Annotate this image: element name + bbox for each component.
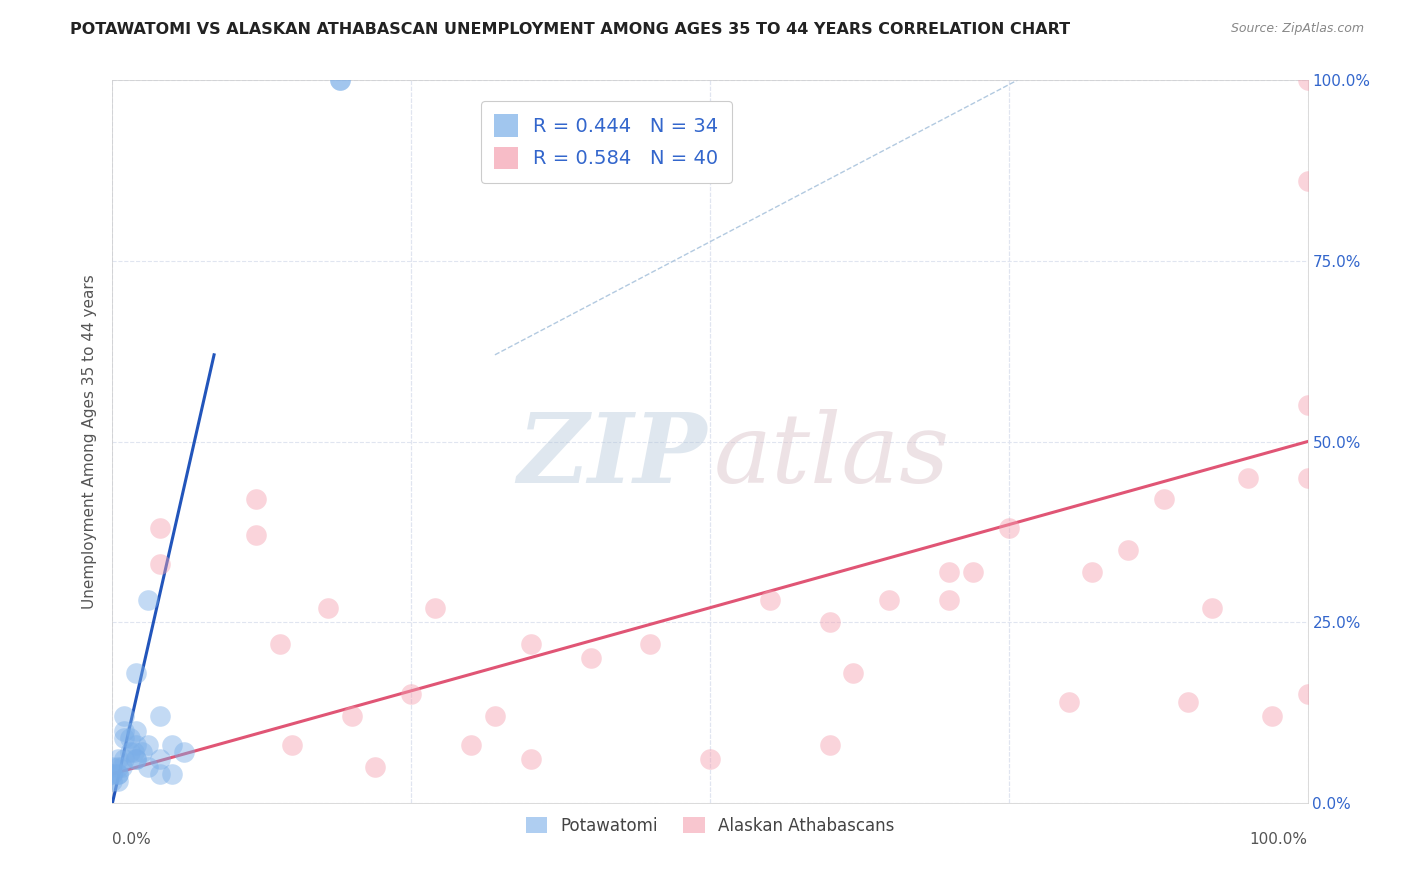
Text: ZIP: ZIP (517, 409, 706, 503)
Point (125, 665, 148, 680)
Point (579, 651, 602, 665)
Point (484, 709, 506, 723)
Point (138, 738, 160, 752)
Point (1261, 709, 1284, 723)
Point (1296, 470, 1319, 484)
Point (114, 731, 135, 745)
Point (879, 593, 901, 607)
Text: Source: ZipAtlas.com: Source: ZipAtlas.com (1230, 22, 1364, 36)
Point (520, 637, 543, 651)
Point (125, 752, 148, 766)
Point (281, 738, 304, 752)
Point (107, 760, 129, 774)
Point (138, 593, 160, 607)
Point (114, 752, 135, 766)
Point (1296, 687, 1319, 701)
Point (818, 738, 841, 752)
Point (699, 752, 721, 766)
Point (111, 760, 134, 774)
Point (520, 752, 543, 766)
Point (1081, 565, 1104, 579)
Point (842, 665, 865, 680)
Point (1237, 470, 1260, 484)
Point (269, 637, 291, 651)
Point (1057, 695, 1080, 709)
Point (107, 767, 129, 781)
Text: 0.0%: 0.0% (112, 831, 152, 847)
Point (131, 745, 153, 759)
Point (1153, 492, 1175, 507)
Point (101, 767, 124, 781)
Point (149, 709, 172, 723)
Point (1177, 695, 1199, 709)
Point (173, 745, 195, 759)
Legend: Potawatomi, Alaskan Athabascans: Potawatomi, Alaskan Athabascans (519, 810, 901, 841)
Text: POTAWATOMI VS ALASKAN ATHABASCAN UNEMPLOYMENT AMONG AGES 35 TO 44 YEARS CORRELAT: POTAWATOMI VS ALASKAN ATHABASCAN UNEMPLO… (70, 22, 1070, 37)
Text: 100.0%: 100.0% (1250, 831, 1308, 847)
Point (316, 600, 339, 615)
Text: atlas: atlas (714, 409, 949, 503)
Point (1296, 398, 1319, 412)
Point (162, 767, 183, 781)
Point (998, 521, 1021, 535)
Point (460, 738, 482, 752)
Point (340, 709, 363, 723)
Point (107, 752, 129, 766)
Point (1201, 600, 1223, 615)
Point (329, 73, 352, 87)
Point (162, 738, 183, 752)
Y-axis label: Unemployment Among Ages 35 to 44 years: Unemployment Among Ages 35 to 44 years (82, 274, 97, 609)
Point (101, 767, 124, 781)
Point (101, 760, 124, 774)
Point (120, 731, 142, 745)
Point (125, 723, 148, 738)
Point (938, 593, 960, 607)
Point (759, 593, 782, 607)
Point (425, 600, 447, 615)
Point (245, 528, 267, 542)
Point (1118, 542, 1140, 557)
Point (938, 565, 960, 579)
Point (114, 709, 135, 723)
Point (101, 774, 124, 789)
Point (125, 752, 148, 766)
Point (149, 767, 172, 781)
Point (138, 760, 160, 774)
Point (107, 767, 129, 781)
Point (245, 492, 267, 507)
Point (401, 687, 423, 701)
Point (1296, 174, 1319, 188)
Point (818, 615, 841, 630)
Point (329, 73, 352, 87)
Point (962, 565, 984, 579)
Point (1296, 73, 1319, 87)
Point (114, 723, 135, 738)
Point (120, 745, 142, 759)
Point (122, 745, 145, 759)
Point (149, 558, 172, 572)
Point (149, 521, 172, 535)
Point (640, 637, 662, 651)
Point (149, 752, 172, 766)
Point (125, 738, 148, 752)
Point (107, 774, 129, 789)
Point (364, 760, 387, 774)
